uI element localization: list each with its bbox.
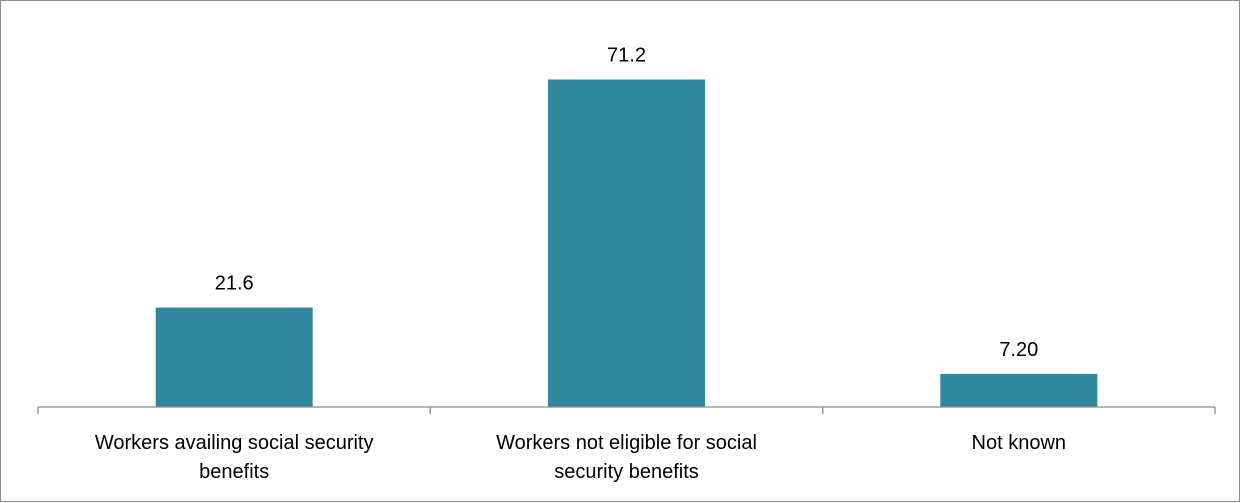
category-label-line: Workers not eligible for social [496,432,757,454]
category-label-2: Workers not eligible for social security … [496,432,757,483]
data-label-3: 7.20 [999,339,1038,361]
bar-1 [156,308,313,407]
category-label-line: benefits [199,461,269,483]
category-label-3: Not known [972,432,1067,454]
data-label-2: 71.2 [607,45,646,67]
data-label-1: 21.6 [215,273,254,295]
bar-2 [548,80,705,408]
x-axis [38,407,1215,414]
bar-3 [940,374,1097,407]
category-label-line: Not known [972,432,1067,454]
category-label-1: Workers availing social security benefits [95,432,374,483]
bars-layer [156,80,1098,408]
category-labels: Workers availing social security benefits… [95,432,1066,483]
category-label-line: security benefits [554,461,699,483]
category-label-line: Workers availing social security [95,432,374,454]
